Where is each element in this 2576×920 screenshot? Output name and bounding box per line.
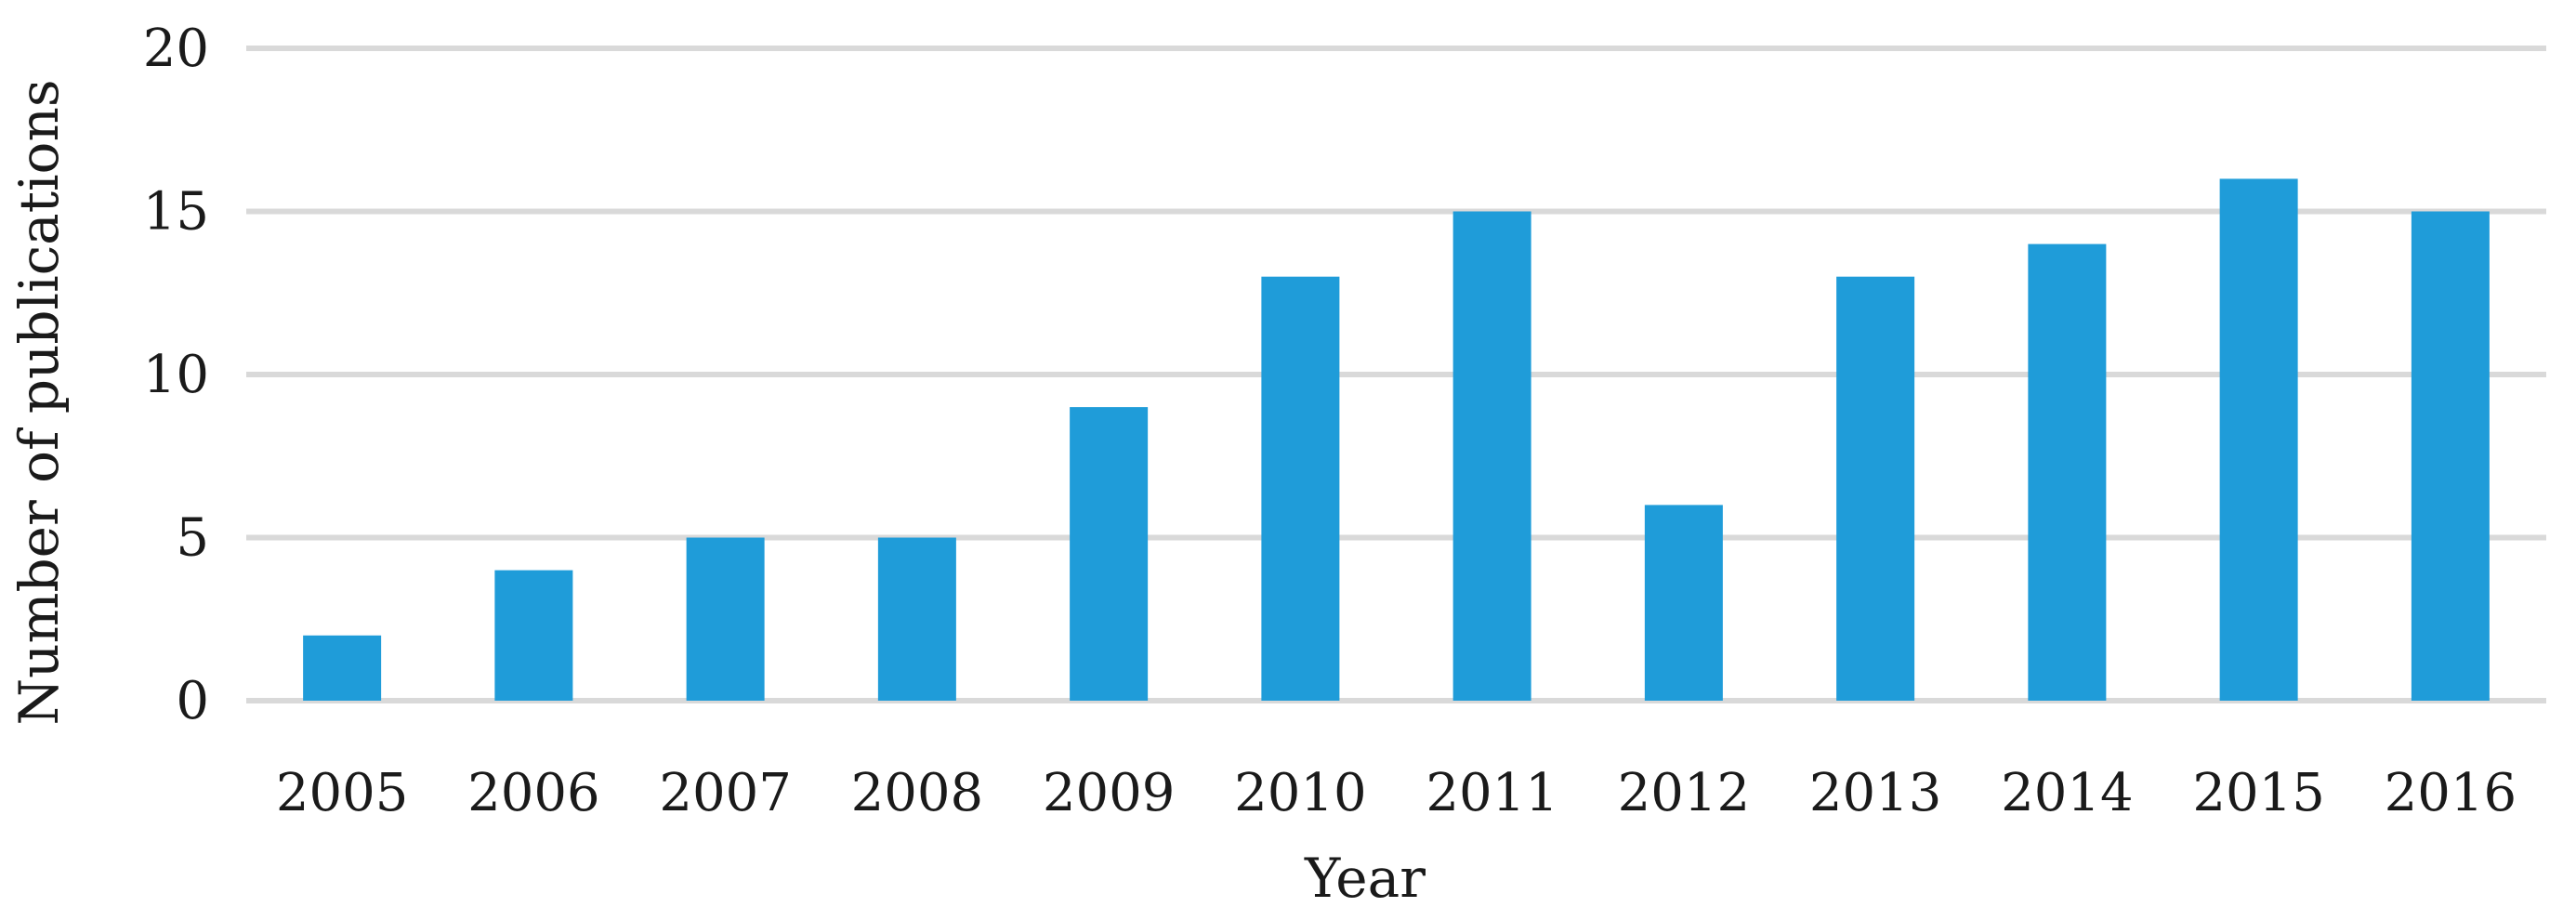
bar-2008	[877, 537, 956, 701]
bar-2005	[303, 635, 382, 701]
bar-2006	[494, 570, 573, 701]
bar-2013	[1836, 276, 1915, 701]
bar-2007	[686, 537, 765, 701]
x-tick-label: 2015	[2192, 763, 2325, 823]
x-tick-label: 2014	[2001, 763, 2134, 823]
x-tick-label: 2006	[467, 763, 600, 823]
x-tick-label: 2012	[1618, 763, 1751, 823]
bar-2012	[1644, 505, 1723, 701]
gridlines	[246, 46, 2546, 703]
x-tick-label: 2005	[276, 763, 409, 823]
x-axis-title: Year	[1304, 847, 1426, 910]
x-tick-label: 2008	[851, 763, 984, 823]
bars	[303, 178, 2490, 701]
bar-2016	[2411, 211, 2490, 701]
bar-2011	[1452, 211, 1531, 701]
x-tick-label: 2010	[1234, 763, 1367, 823]
bar-2015	[2219, 178, 2298, 701]
bar-2014	[2028, 243, 2107, 701]
x-tick-label: 2011	[1426, 763, 1558, 823]
bar-2009	[1070, 407, 1149, 701]
x-tick-label: 2007	[659, 763, 792, 823]
y-axis-title: Number of publications	[7, 79, 71, 725]
y-tick-labels: 0 5 10 15 20	[143, 19, 209, 731]
x-tick-label: 2009	[1043, 763, 1176, 823]
x-tick-labels: 2005 2006 2007 2008 2009 2010 2011 2012 2013 2014…	[276, 763, 2517, 823]
y-tick-label: 10	[143, 345, 209, 405]
y-tick-label: 20	[143, 19, 209, 79]
bar-2010	[1261, 276, 1340, 701]
x-tick-label: 2016	[2385, 763, 2517, 823]
y-tick-label: 15	[143, 182, 209, 243]
x-tick-label: 2013	[1809, 763, 1942, 823]
y-tick-label: 5	[176, 508, 209, 569]
y-tick-label: 0	[176, 671, 209, 731]
